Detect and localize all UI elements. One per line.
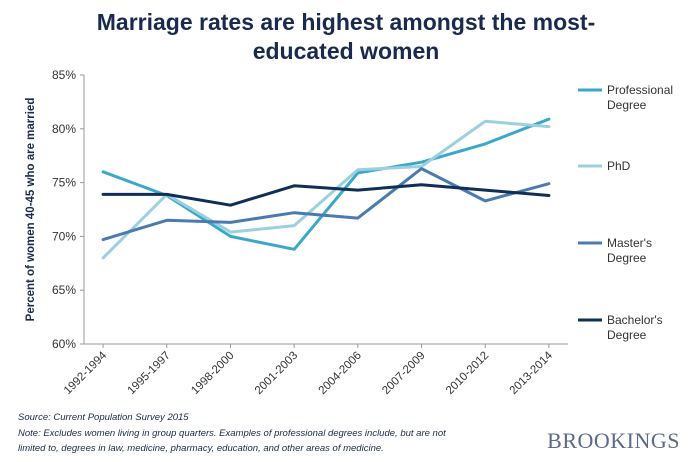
x-tick-label: 2010-2012 bbox=[444, 350, 491, 397]
x-tick-label: 2001-2003 bbox=[253, 350, 300, 397]
chart-axes: 60% 65% 70% 75% 80% 85% 1992-1994 1995-1997 1998… bbox=[25, 68, 568, 397]
y-axis-label: Percent of women 40-45 who are married bbox=[25, 98, 37, 322]
y-tick-label: 85% bbox=[52, 68, 76, 82]
legend-label-bachelor-s-degree: Bachelor's bbox=[607, 313, 663, 327]
x-tick-label: 1998-2000 bbox=[189, 350, 236, 397]
x-tick-label: 1992-1994 bbox=[62, 349, 110, 397]
series-line-bachelor-s-degree bbox=[101, 183, 551, 207]
x-tick-label: 2007-2009 bbox=[380, 350, 427, 397]
chart-title-line-2: educated women bbox=[252, 38, 440, 64]
series-line-phd bbox=[101, 119, 551, 260]
legend-label-professional-degree: Degree bbox=[607, 98, 647, 112]
x-tick-label: 2013-2014 bbox=[508, 349, 556, 397]
y-tick-label: 80% bbox=[52, 122, 76, 136]
chart-title: Marriage rates are highest amongst the m… bbox=[0, 8, 692, 66]
chart-series-lines bbox=[101, 117, 551, 260]
legend-label-master-s-degree: Degree bbox=[607, 251, 647, 265]
x-tick-label: 1995-1997 bbox=[126, 350, 173, 397]
note-line-2: limited to, degrees in law, medicine, ph… bbox=[18, 443, 384, 454]
legend-label-bachelor-s-degree: Degree bbox=[607, 328, 647, 342]
note-line-1: Note: Excludes women living in group qua… bbox=[18, 428, 446, 439]
brookings-logo: BROOKINGS bbox=[547, 428, 680, 453]
x-tick-label: 2004-2006 bbox=[317, 350, 364, 397]
y-tick-label: 75% bbox=[52, 176, 76, 190]
legend-label-phd: PhD bbox=[607, 159, 631, 173]
source-note: Source: Current Population Survey 2015 bbox=[18, 412, 189, 423]
legend-label-professional-degree: Professional bbox=[607, 83, 673, 97]
y-tick-label: 70% bbox=[52, 229, 76, 243]
y-tick-label: 65% bbox=[52, 283, 76, 297]
y-tick-label: 60% bbox=[52, 337, 76, 351]
series-line-master-s-degree bbox=[101, 167, 551, 242]
series-line-professional-degree bbox=[101, 117, 551, 251]
legend-label-master-s-degree: Master's bbox=[607, 236, 652, 250]
chart-legend: ProfessionalDegreePhDMaster'sDegreeBache… bbox=[578, 83, 673, 342]
chart-title-line-1: Marriage rates are highest amongst the m… bbox=[96, 9, 596, 35]
